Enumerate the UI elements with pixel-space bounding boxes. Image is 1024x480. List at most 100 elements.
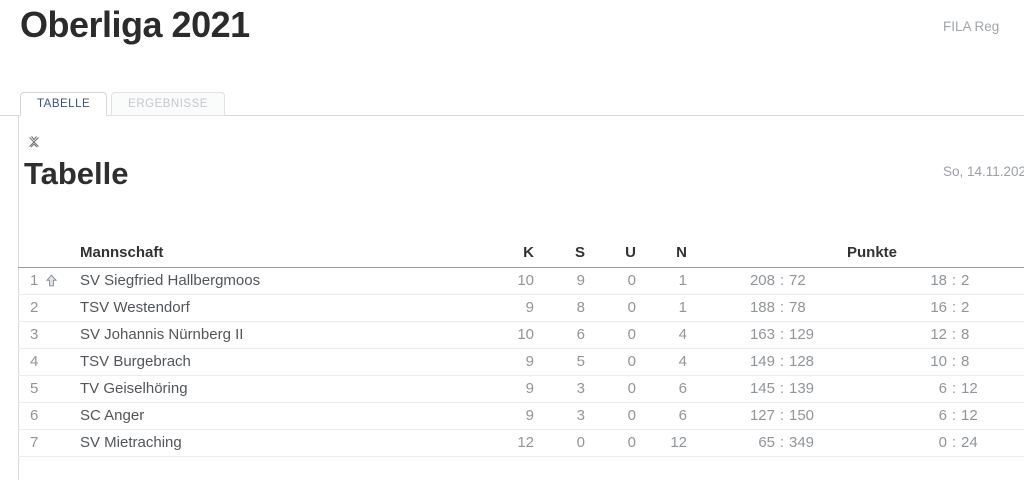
header-n: N [636, 238, 687, 268]
cell-s: 8 [534, 294, 585, 322]
cell-punkte: 6 : 12 [815, 375, 1024, 403]
score-against: 150 [789, 407, 815, 424]
rank-cell: 7 [18, 429, 80, 457]
table-row: 6 SC Anger 9 3 0 6 127 : 150 6 : 12 [18, 402, 1024, 430]
cell-score: 65 : 349 [687, 429, 815, 457]
points-minus: 12 [961, 380, 978, 397]
team-name: TSV Westendorf [80, 294, 465, 322]
cell-u: 0 [585, 267, 636, 295]
score-for: 65 [758, 434, 775, 451]
rank-cell: 6 [18, 402, 80, 430]
cell-k: 12 [465, 429, 534, 457]
cell-k: 9 [465, 375, 534, 403]
rank-number: 7 [30, 434, 39, 451]
tab-tabelle[interactable]: TABELLE [20, 92, 108, 116]
points-minus: 24 [961, 434, 978, 451]
points-colon: : [951, 299, 957, 316]
header-pos [18, 238, 80, 268]
table-row: 2 TSV Westendorf 9 8 0 1 188 : 78 16 : 2 [18, 294, 1024, 322]
points-plus: 12 [930, 326, 947, 343]
panel-top-border [0, 115, 1024, 116]
date-note: So, 14.11.202 [943, 164, 1024, 179]
cell-k: 9 [465, 348, 534, 376]
cell-s: 3 [534, 402, 585, 430]
cell-score: 163 : 129 [687, 321, 815, 349]
fila-rules-link: FILA Reg [943, 19, 1000, 34]
cell-score: 208 : 72 [687, 267, 815, 295]
team-name: TSV Burgebrach [80, 348, 465, 376]
cell-score: 127 : 150 [687, 402, 815, 430]
points-plus: 10 [930, 353, 947, 370]
points-plus: 0 [938, 434, 947, 451]
points-colon: : [951, 434, 957, 451]
cell-u: 0 [585, 294, 636, 322]
points-minus: 12 [961, 407, 978, 424]
header-punkte: Punkte [815, 238, 1024, 268]
cell-score: 188 : 78 [687, 294, 815, 322]
header-k: K [465, 238, 534, 268]
cell-punkte: 16 : 2 [815, 294, 1024, 322]
score-colon: : [779, 299, 785, 316]
score-colon: : [779, 353, 785, 370]
cell-k: 10 [465, 267, 534, 295]
rank-cell: 4 [18, 348, 80, 376]
cell-n: 4 [636, 348, 687, 376]
rank-number: 1 [30, 272, 39, 289]
cell-punkte: 0 : 24 [815, 429, 1024, 457]
cell-punkte: 18 : 2 [815, 267, 1024, 295]
rank-number: 2 [30, 299, 39, 316]
header-s: S [534, 238, 585, 268]
cell-u: 0 [585, 402, 636, 430]
points-plus: 18 [930, 272, 947, 289]
header-score [687, 238, 815, 268]
table-row: 4 TSV Burgebrach 9 5 0 4 149 : 128 10 : … [18, 348, 1024, 376]
team-name: SC Anger [80, 402, 465, 430]
standings-body: 1 SV Siegfried Hallbergmoos 10 9 0 1 208… [18, 267, 1024, 457]
cell-u: 0 [585, 429, 636, 457]
score-against: 72 [789, 272, 806, 289]
points-minus: 8 [961, 326, 970, 343]
header-u: U [585, 238, 636, 268]
score-for: 127 [749, 407, 775, 424]
table-row: 7 SV Mietraching 12 0 0 12 65 : 349 0 : … [18, 429, 1024, 457]
cell-k: 9 [465, 294, 534, 322]
cell-u: 0 [585, 321, 636, 349]
score-for: 145 [749, 380, 775, 397]
cell-n: 6 [636, 375, 687, 403]
table-row: 5 TV Geiselhöring 9 3 0 6 145 : 139 6 : … [18, 375, 1024, 403]
points-colon: : [951, 326, 957, 343]
cell-u: 0 [585, 348, 636, 376]
page-title: Oberliga 2021 [20, 4, 250, 45]
rank-cell: 3 [18, 321, 80, 349]
cell-k: 10 [465, 321, 534, 349]
rank-number: 3 [30, 326, 39, 343]
team-name: TV Geiselhöring [80, 375, 465, 403]
rank-cell: 1 [18, 267, 80, 295]
rank-cell: 2 [18, 294, 80, 322]
points-plus: 16 [930, 299, 947, 316]
team-name: SV Mietraching [80, 429, 465, 457]
cell-punkte: 12 : 8 [815, 321, 1024, 349]
score-colon: : [779, 272, 785, 289]
points-plus: 6 [938, 380, 947, 397]
rank-number: 5 [30, 380, 39, 397]
score-for: 149 [749, 353, 775, 370]
table-row: 3 SV Johannis Nürnberg II 10 6 0 4 163 :… [18, 321, 1024, 349]
points-minus: 2 [961, 299, 970, 316]
cell-u: 0 [585, 375, 636, 403]
rank-number: 6 [30, 407, 39, 424]
standings-table: Mannschaft K S U N Punkte 1 SV Siegfried… [18, 238, 1024, 457]
cell-n: 1 [636, 267, 687, 295]
section-title: Tabelle [24, 156, 129, 191]
score-against: 349 [789, 434, 815, 451]
points-colon: : [951, 272, 957, 289]
tab-ergebnisse[interactable]: ERGEBNISSE [111, 92, 225, 116]
cell-score: 145 : 139 [687, 375, 815, 403]
cell-s: 0 [534, 429, 585, 457]
score-colon: : [779, 326, 785, 343]
points-minus: 2 [961, 272, 970, 289]
score-colon: : [779, 434, 785, 451]
cell-n: 12 [636, 429, 687, 457]
score-against: 129 [789, 326, 815, 343]
cell-k: 9 [465, 402, 534, 430]
